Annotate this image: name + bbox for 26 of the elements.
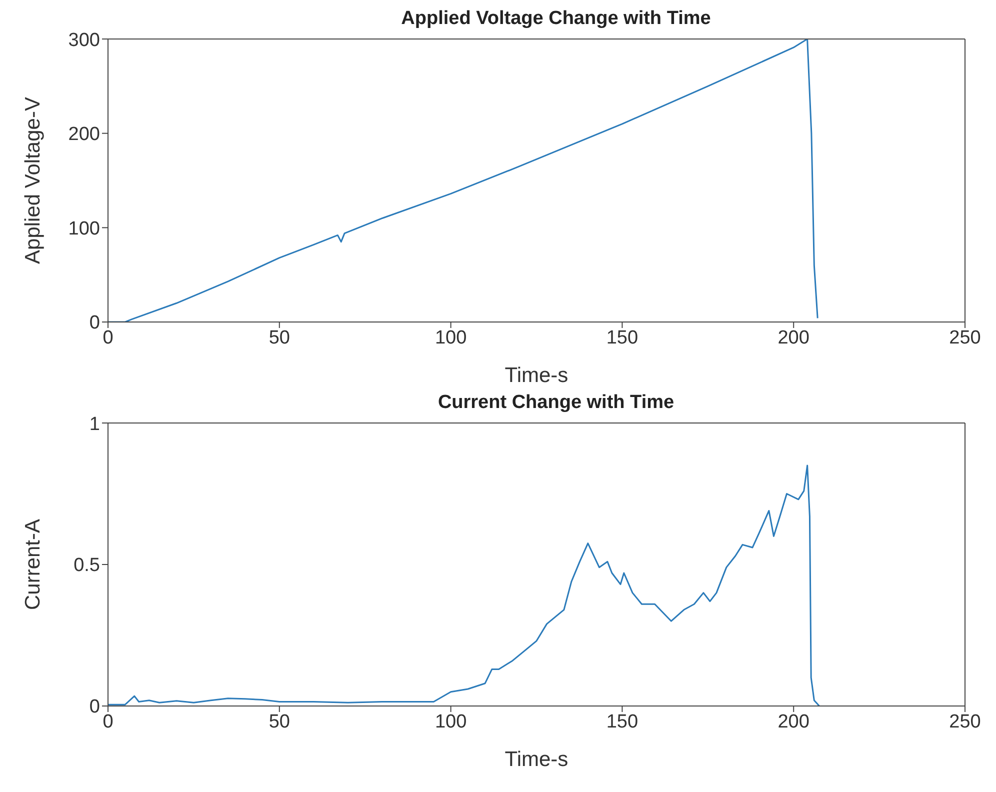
y-tick-label: 0 — [89, 312, 100, 334]
y-tick-label: 1 — [89, 414, 100, 435]
x-tick-label: 50 — [268, 711, 290, 732]
x-tick-label: 200 — [778, 327, 810, 348]
x-tick-label: 0 — [102, 711, 114, 732]
x-tick-label: 250 — [949, 711, 981, 732]
y-axis-title: Current-A — [21, 518, 44, 610]
y-tick-label: 300 — [68, 30, 100, 51]
chart-title: Applied Voltage Change with Time — [400, 8, 712, 30]
y-tick-label: 200 — [68, 124, 100, 146]
x-tick-label: 150 — [606, 711, 638, 732]
y-tick-label: 100 — [68, 218, 100, 240]
x-axis-title: Time-s — [504, 748, 568, 771]
line-series — [108, 464, 820, 706]
x-tick-label: 100 — [434, 327, 467, 348]
x-tick-label: 0 — [102, 327, 114, 348]
chart-title: Current Change with Time — [436, 392, 676, 414]
y-tick-label: 0.5 — [74, 555, 100, 576]
y-tick-label: 0 — [89, 696, 100, 718]
x-tick-label: 200 — [778, 711, 810, 732]
x-tick-label: 150 — [606, 327, 638, 348]
x-tick-label: 250 — [949, 327, 981, 348]
y-axis-title: Applied Voltage-V — [21, 97, 44, 264]
x-tick-label: 50 — [268, 327, 290, 348]
x-tick-label: 100 — [434, 711, 467, 732]
x-axis-title: Time-s — [504, 364, 568, 387]
